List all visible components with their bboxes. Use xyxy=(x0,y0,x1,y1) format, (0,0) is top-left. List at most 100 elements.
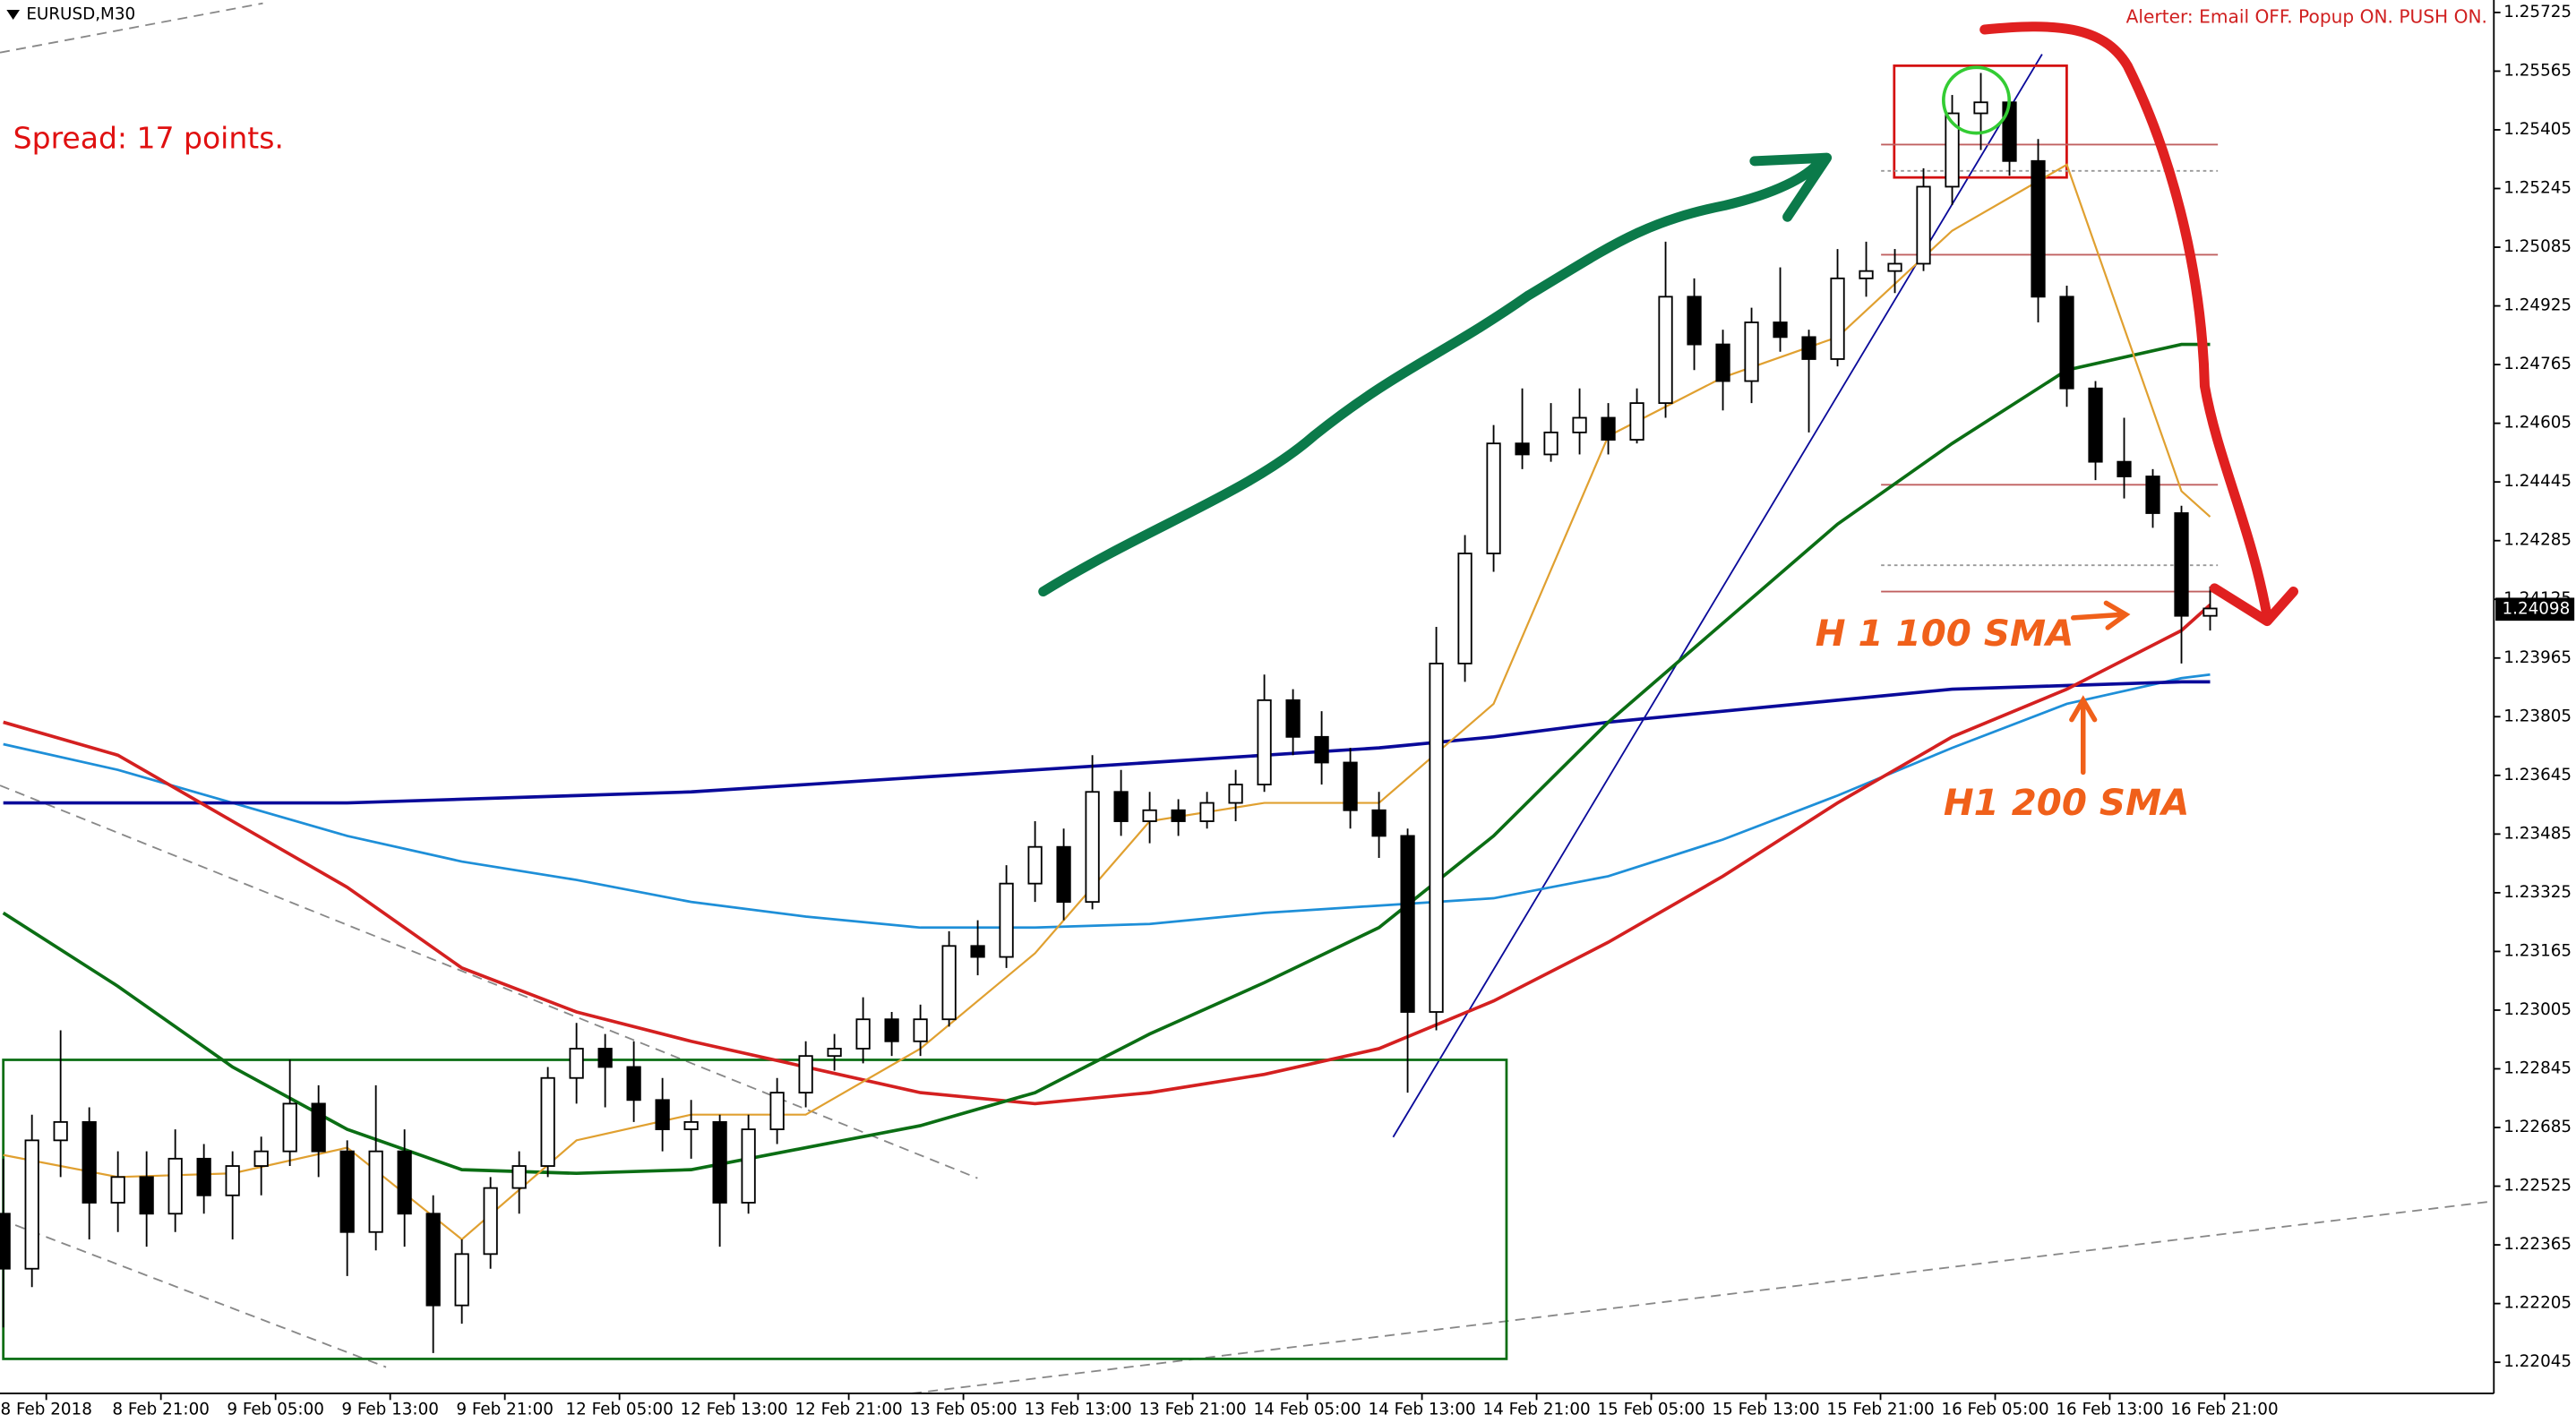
candle-body xyxy=(196,1157,211,1196)
candle-body xyxy=(970,945,985,958)
y-tick-label: 1.23485 xyxy=(2503,824,2572,843)
candle-body xyxy=(311,1102,326,1153)
y-tick-label: 1.23965 xyxy=(2503,648,2572,667)
candle-body xyxy=(1142,809,1157,822)
y-tick-label: 1.24765 xyxy=(2503,355,2572,373)
candle-body xyxy=(24,1139,39,1270)
spread-label: Spread: 17 points. xyxy=(13,120,284,155)
x-tick-label: 8 Feb 2018 xyxy=(0,1400,91,1419)
candle-body xyxy=(569,1048,584,1079)
x-tick-label: 9 Feb 05:00 xyxy=(227,1400,324,1419)
x-tick-label: 12 Feb 13:00 xyxy=(681,1400,788,1419)
candle-body xyxy=(2117,460,2132,477)
x-tick-label: 9 Feb 21:00 xyxy=(456,1400,554,1419)
candle-body xyxy=(626,1066,641,1102)
y-tick-label: 1.22525 xyxy=(2503,1177,2572,1196)
x-tick-label: 14 Feb 05:00 xyxy=(1253,1400,1361,1419)
candle-body xyxy=(1629,402,1644,441)
y-tick-label: 1.24605 xyxy=(2503,414,2572,433)
candle-body xyxy=(282,1102,297,1153)
candle-body xyxy=(597,1048,613,1068)
menu-icon xyxy=(6,10,21,21)
x-tick-label: 14 Feb 13:00 xyxy=(1368,1400,1475,1419)
down-arrow xyxy=(1979,21,2272,621)
sma-arrow xyxy=(2070,600,2131,630)
candle-body xyxy=(2145,476,2160,514)
y-tick-label: 1.25405 xyxy=(2503,120,2572,139)
candle-body xyxy=(483,1187,498,1256)
candle-body xyxy=(2031,159,2046,298)
candle-body xyxy=(1228,784,1243,804)
candle-body xyxy=(2202,607,2218,617)
x-tick-label: 8 Feb 21:00 xyxy=(112,1400,210,1419)
moving-average xyxy=(3,673,2211,930)
candle-body xyxy=(511,1165,527,1189)
y-tick-label: 1.23165 xyxy=(2503,941,2572,960)
alerter-label: Alerter: Email OFF. Popup ON. PUSH ON. xyxy=(2126,6,2487,28)
candle-body xyxy=(1400,835,1415,1013)
candle-body xyxy=(339,1150,355,1233)
y-tick-label: 1.22045 xyxy=(2503,1352,2572,1371)
candle-body xyxy=(1171,809,1186,822)
y-tick-label: 1.25245 xyxy=(2503,179,2572,198)
sma200-label: H1 200 SMA xyxy=(1944,782,2190,824)
candle-body xyxy=(167,1157,183,1215)
x-tick-label: 13 Feb 13:00 xyxy=(1024,1400,1131,1419)
candle-body xyxy=(1457,553,1473,664)
candle-body xyxy=(2002,101,2017,162)
candle-body xyxy=(884,1018,899,1042)
y-tick-label: 1.23645 xyxy=(2503,766,2572,784)
candle-body xyxy=(1687,296,1702,346)
candle-body xyxy=(655,1099,670,1130)
candle-body xyxy=(999,882,1014,958)
candle-body xyxy=(53,1120,68,1142)
x-tick-label: 12 Feb 21:00 xyxy=(794,1400,902,1419)
y-tick-label: 1.22845 xyxy=(2503,1059,2572,1077)
candle-body xyxy=(941,945,957,1021)
y-tick-label: 1.25725 xyxy=(2503,3,2572,21)
candle-body xyxy=(1830,277,1845,360)
y-tick-label: 1.23005 xyxy=(2503,1000,2572,1019)
top-box xyxy=(1893,64,2068,179)
x-tick-label: 13 Feb 21:00 xyxy=(1138,1400,1246,1419)
y-tick-label: 1.24925 xyxy=(2503,296,2572,315)
plot-layer xyxy=(0,73,2218,1353)
candle-body xyxy=(1085,791,1100,904)
candle-body xyxy=(2088,387,2103,463)
y-tick-label: 1.22365 xyxy=(2503,1235,2572,1254)
trend-line xyxy=(1392,54,2043,1138)
trend-line xyxy=(0,2,263,54)
x-tick-label: 12 Feb 05:00 xyxy=(566,1400,674,1419)
candle-body xyxy=(1371,809,1387,837)
x-tick-label: 15 Feb 13:00 xyxy=(1712,1400,1819,1419)
candle-body xyxy=(1543,431,1558,456)
moving-average xyxy=(3,680,2211,805)
trend-line xyxy=(0,1218,387,1368)
arrow-head xyxy=(2209,583,2299,627)
sma100-label: H 1 100 SMA xyxy=(1816,613,2074,655)
candle-body xyxy=(225,1165,240,1196)
candle-body xyxy=(1916,185,1931,265)
candle-body xyxy=(827,1048,842,1058)
candle-body xyxy=(139,1176,154,1215)
x-tick-label: 16 Feb 05:00 xyxy=(1941,1400,2048,1419)
candle-body xyxy=(1314,735,1329,764)
candle-body xyxy=(1343,761,1358,811)
candle-body xyxy=(1113,791,1129,822)
candle-body xyxy=(1515,442,1530,456)
candle-body xyxy=(2059,296,2074,390)
trend-arrow xyxy=(1038,156,1825,597)
candle-body xyxy=(425,1213,441,1307)
candle-body xyxy=(1744,321,1759,382)
candle-body xyxy=(397,1150,412,1215)
x-tick-label: 13 Feb 05:00 xyxy=(909,1400,1017,1419)
y-tick-label: 1.25085 xyxy=(2503,237,2572,256)
candle-body xyxy=(855,1018,871,1050)
candle-body xyxy=(1773,321,1788,339)
trend-line xyxy=(911,1200,2494,1394)
candle-body xyxy=(253,1150,269,1167)
y-tick-label: 1.24445 xyxy=(2503,472,2572,491)
highlight-circle xyxy=(1942,65,2012,135)
candle-body xyxy=(798,1055,813,1094)
